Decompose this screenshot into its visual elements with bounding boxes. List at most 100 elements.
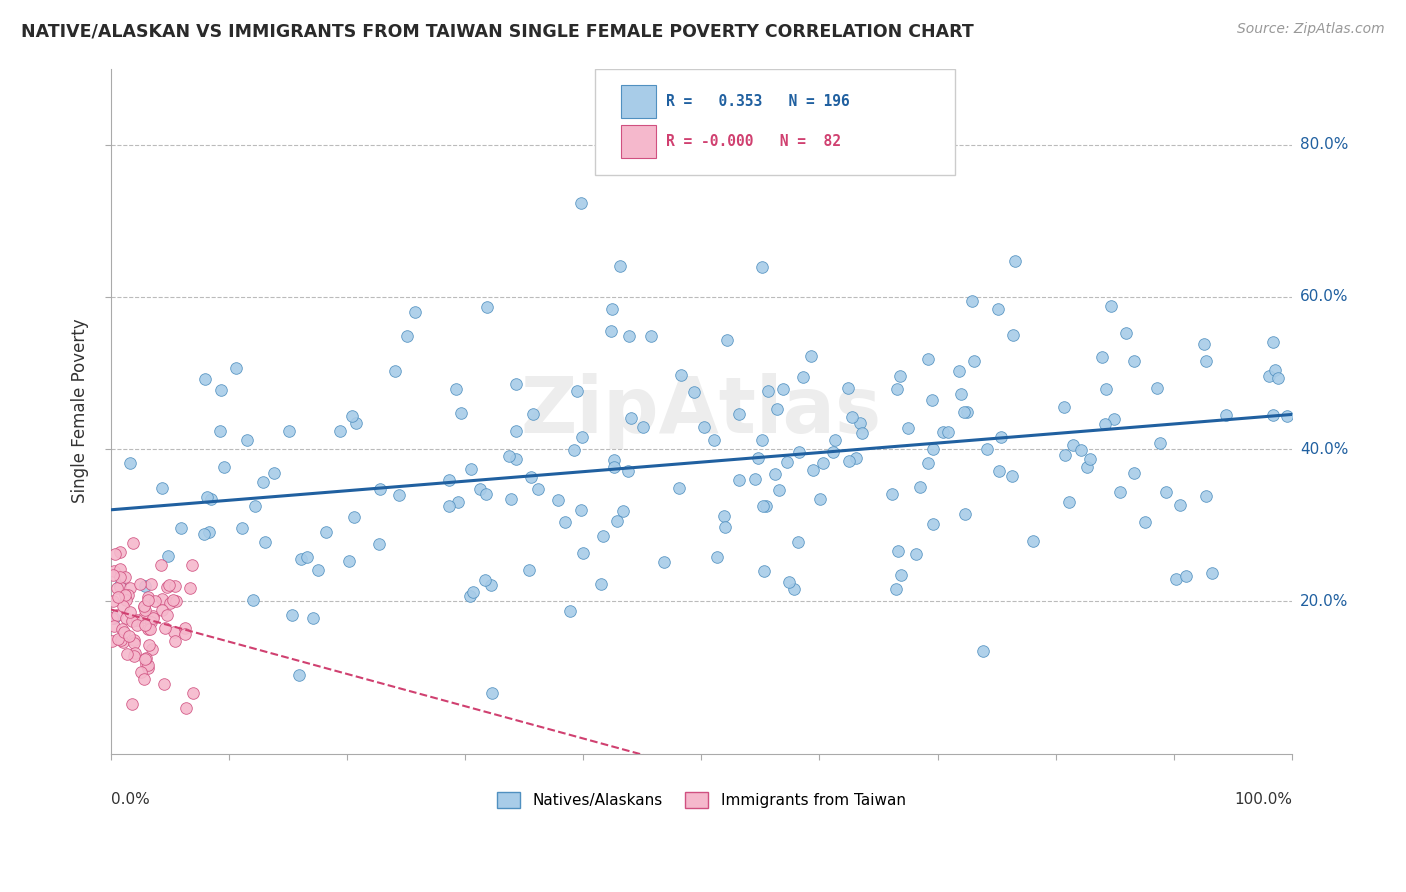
- Point: [1122, 354, 1144, 368]
- Point: [1094, 417, 1116, 432]
- Point: [134, 652, 156, 666]
- Point: [136, 622, 159, 636]
- Point: [122, 633, 145, 648]
- Point: [127, 613, 149, 627]
- Point: [922, 442, 945, 456]
- Point: [108, 570, 131, 584]
- Point: [1054, 448, 1077, 462]
- Point: [499, 492, 522, 507]
- Point: [162, 592, 184, 607]
- Point: [811, 456, 834, 470]
- Point: [150, 592, 173, 607]
- Point: [972, 644, 994, 658]
- Point: [1022, 534, 1045, 549]
- Point: [886, 382, 908, 396]
- Point: [243, 500, 266, 514]
- Point: [554, 515, 576, 529]
- Point: [571, 546, 593, 560]
- Point: [460, 462, 482, 476]
- Point: [1154, 485, 1177, 500]
- Point: [522, 408, 544, 422]
- Point: [103, 567, 125, 582]
- FancyBboxPatch shape: [621, 125, 657, 158]
- Point: [1174, 569, 1197, 583]
- Point: [170, 521, 193, 535]
- Point: [121, 614, 143, 628]
- Point: [617, 464, 640, 478]
- Point: [143, 594, 166, 608]
- Point: [752, 499, 775, 513]
- Point: [111, 623, 134, 637]
- Point: [115, 611, 138, 625]
- Point: [1261, 409, 1284, 423]
- Point: [776, 455, 799, 469]
- Point: [290, 551, 312, 566]
- Point: [562, 443, 585, 458]
- Point: [446, 382, 468, 396]
- Point: [990, 430, 1012, 444]
- Point: [387, 488, 409, 502]
- Point: [652, 555, 675, 569]
- Point: [129, 577, 152, 591]
- Point: [976, 442, 998, 456]
- Point: [155, 621, 177, 635]
- Point: [755, 499, 778, 513]
- Point: [1000, 469, 1022, 483]
- Point: [851, 425, 873, 440]
- Point: [437, 473, 460, 487]
- Point: [768, 483, 790, 498]
- Point: [136, 593, 159, 607]
- Point: [884, 582, 907, 596]
- Point: [141, 615, 163, 629]
- Legend: Natives/Alaskans, Immigrants from Taiwan: Natives/Alaskans, Immigrants from Taiwan: [491, 786, 911, 814]
- Point: [887, 544, 910, 558]
- Point: [692, 420, 714, 434]
- Point: [174, 627, 197, 641]
- Point: [150, 481, 173, 495]
- Point: [439, 500, 461, 514]
- Point: [821, 444, 844, 458]
- Point: [139, 577, 162, 591]
- Point: [474, 573, 496, 587]
- Point: [1215, 408, 1237, 422]
- Point: [118, 456, 141, 470]
- Point: [838, 453, 860, 467]
- Point: [104, 547, 127, 561]
- Point: [837, 381, 859, 395]
- Point: [155, 580, 177, 594]
- Point: [703, 433, 725, 447]
- Point: [165, 594, 187, 608]
- Point: [1275, 409, 1298, 423]
- Point: [560, 604, 582, 618]
- Point: [114, 592, 136, 607]
- Point: [1004, 254, 1026, 268]
- Point: [1059, 494, 1081, 508]
- Point: [498, 449, 520, 463]
- Point: [136, 658, 159, 673]
- Point: [589, 577, 612, 591]
- Point: [772, 382, 794, 396]
- Point: [808, 492, 831, 507]
- Point: [897, 421, 920, 435]
- Point: [1115, 326, 1137, 341]
- Point: [295, 550, 318, 565]
- Point: [1195, 354, 1218, 368]
- Point: [640, 328, 662, 343]
- Point: [617, 328, 640, 343]
- Point: [163, 579, 186, 593]
- Point: [1146, 381, 1168, 395]
- Point: [132, 672, 155, 686]
- Point: [458, 589, 481, 603]
- Point: [107, 590, 129, 604]
- Point: [329, 424, 352, 438]
- Point: [727, 473, 749, 487]
- Point: [520, 470, 543, 484]
- Point: [1062, 437, 1084, 451]
- Point: [122, 649, 145, 664]
- Point: [612, 504, 634, 518]
- Point: [801, 463, 824, 477]
- Point: [163, 633, 186, 648]
- Point: [882, 487, 904, 501]
- Point: [159, 596, 181, 610]
- Point: [122, 536, 145, 550]
